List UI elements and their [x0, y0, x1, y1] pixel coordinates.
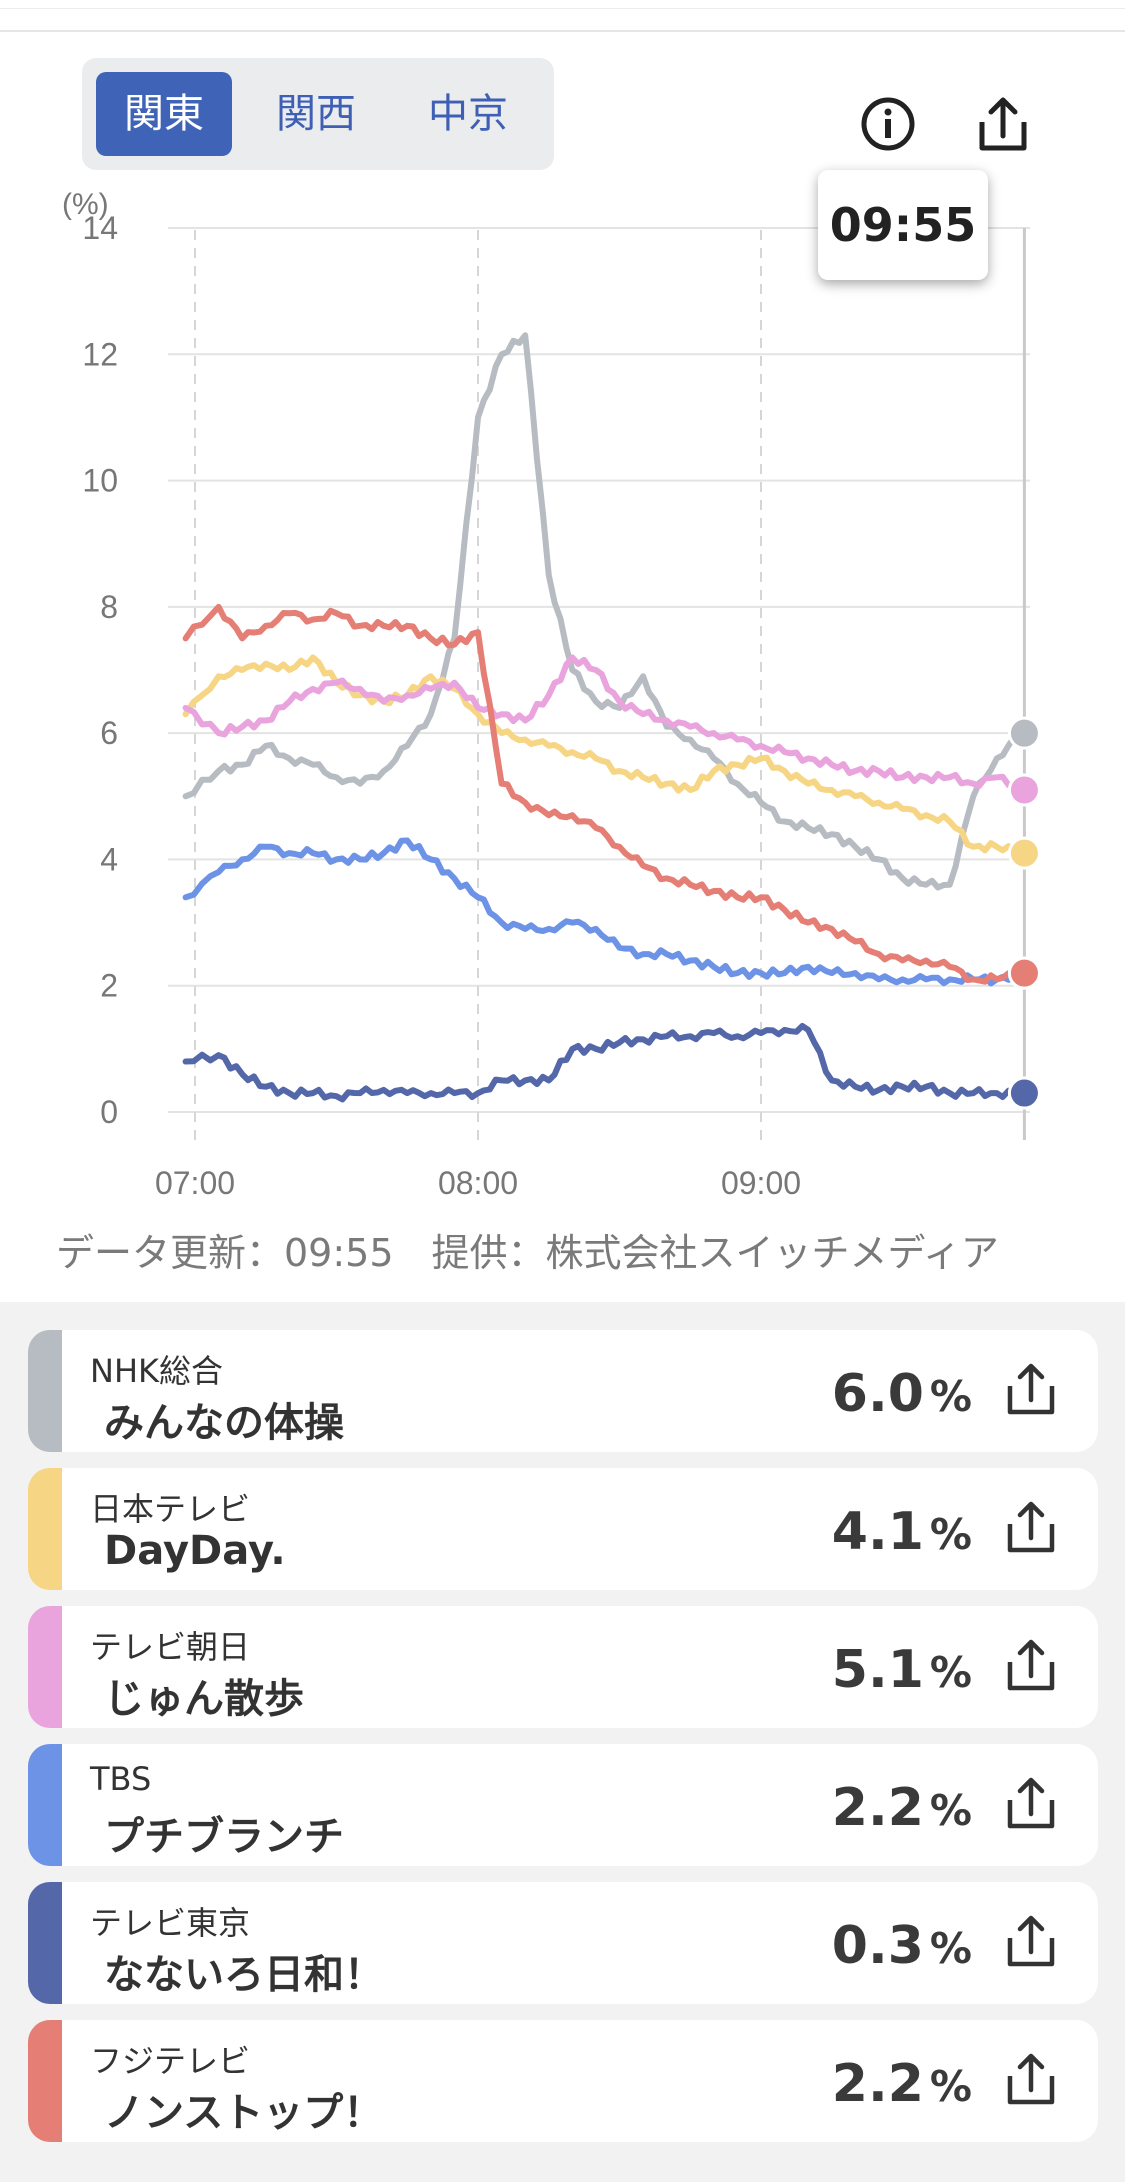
- share-icon[interactable]: [1000, 1912, 1062, 1974]
- y-tick-label: 2: [100, 968, 118, 1004]
- program-title: DayDay.: [104, 1528, 286, 1574]
- top-bar: [0, 0, 1125, 32]
- channel-color-stripe: [28, 2020, 62, 2142]
- info-icon[interactable]: [858, 92, 928, 162]
- y-tick-label: 6: [100, 715, 118, 751]
- share-icon[interactable]: [1000, 1498, 1062, 1560]
- y-tick-label: 10: [82, 463, 118, 499]
- channel-color-stripe: [28, 1606, 62, 1728]
- series-line-3: [182, 654, 1024, 793]
- tab-kanto[interactable]: 関東: [96, 72, 232, 156]
- y-tick-label: 8: [100, 589, 118, 625]
- rating-value: 2.2%: [831, 1778, 972, 1838]
- channel-color-stripe: [28, 1744, 62, 1866]
- channel-name: フジテレビ: [90, 2042, 251, 2080]
- rating-value: 2.2%: [831, 2054, 972, 2114]
- channel-color-stripe: [28, 1330, 62, 1452]
- share-icon[interactable]: [1000, 1774, 1062, 1836]
- program-row[interactable]: テレビ東京なないろ日和！ 0.3%: [28, 1882, 1098, 2004]
- program-title: ノンストップ！: [104, 2090, 384, 2136]
- share-icon[interactable]: [1000, 1636, 1062, 1698]
- rating-value: 4.1%: [831, 1502, 972, 1562]
- rating-value: 6.0%: [831, 1364, 972, 1424]
- y-tick-label: 12: [82, 336, 118, 372]
- tab-kansai[interactable]: 関西: [276, 91, 356, 137]
- series-line-2: [182, 654, 1024, 858]
- x-tick-label: 08:00: [438, 1165, 518, 1201]
- program-row[interactable]: TBS プチブランチ 2.2%: [28, 1744, 1098, 1866]
- rating-value: 5.1%: [831, 1640, 972, 1700]
- channel-name: 日本テレビ: [90, 1490, 251, 1528]
- tab-chukyo[interactable]: 中京: [428, 91, 508, 137]
- channel-name: TBS: [90, 1760, 152, 1798]
- channel-name: NHK総合: [90, 1352, 223, 1390]
- program-title: プチブランチ: [104, 1814, 344, 1860]
- time-tooltip: 09:55: [818, 170, 988, 280]
- series-end-dot-3: [1007, 773, 1041, 807]
- x-tick-label: 09:00: [721, 1165, 801, 1201]
- series-end-dot-5: [1007, 1076, 1041, 1110]
- y-tick-label: 14: [82, 210, 118, 246]
- y-tick-label: 4: [100, 841, 118, 877]
- series-end-dot-1: [1007, 716, 1041, 750]
- ratings-line-chart: 0 2 4 6 8 10 12 14(%) 07:00 08:00 09:00: [62, 188, 1041, 1201]
- program-row[interactable]: 日本テレビ DayDay. 4.1%: [28, 1468, 1098, 1590]
- channel-color-stripe: [28, 1468, 62, 1590]
- share-icon[interactable]: [968, 92, 1038, 162]
- program-title: なないろ日和！: [104, 1952, 384, 1998]
- series-end-dot-6: [1007, 956, 1041, 990]
- y-axis-label: (%): [62, 188, 109, 221]
- series-line-4: [182, 837, 1024, 987]
- series-line-1: [182, 332, 1024, 891]
- series-end-dot-2: [1007, 836, 1041, 870]
- channel-name: テレビ東京: [90, 1904, 251, 1942]
- program-title: じゅん散歩: [104, 1676, 304, 1722]
- series-line-5: [182, 1023, 1024, 1103]
- program-title: みんなの体操: [104, 1400, 344, 1446]
- channel-color-stripe: [28, 1882, 62, 2004]
- x-tick-label: 07:00: [155, 1165, 235, 1201]
- region-tabs: 関東 関西 中京: [82, 58, 554, 170]
- share-icon[interactable]: [1000, 2050, 1062, 2112]
- channel-name: テレビ朝日: [90, 1628, 251, 1666]
- y-tick-label: 0: [100, 1094, 118, 1130]
- data-source-note: データ更新：09:55 提供：株式会社スイッチメディア: [56, 1231, 999, 1275]
- series-line-6: [182, 603, 1024, 985]
- share-icon[interactable]: [1000, 1360, 1062, 1422]
- rating-value: 0.3%: [831, 1916, 972, 1976]
- program-row[interactable]: テレビ朝日じゅん散歩 5.1%: [28, 1606, 1098, 1728]
- program-row[interactable]: NHK総合みんなの体操 6.0%: [28, 1330, 1098, 1452]
- program-row[interactable]: フジテレビノンストップ！ 2.2%: [28, 2020, 1098, 2142]
